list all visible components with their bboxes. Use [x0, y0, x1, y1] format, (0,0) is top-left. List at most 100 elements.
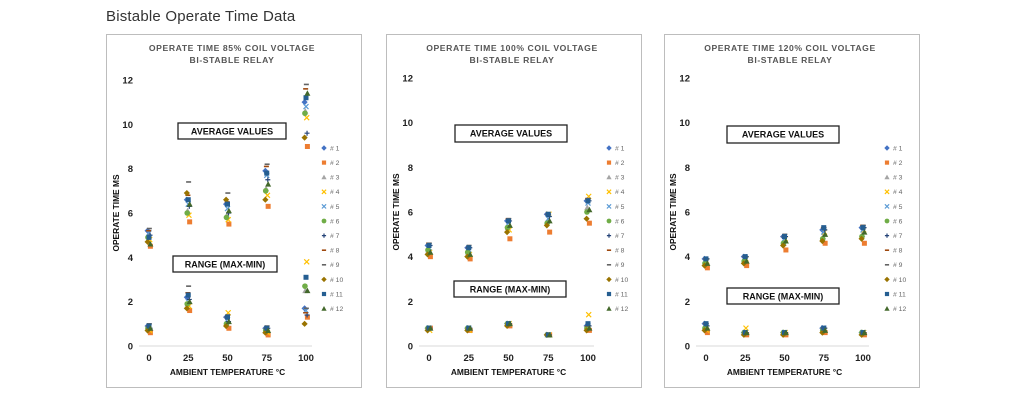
average-values-box	[454, 124, 568, 143]
data-point-range	[585, 321, 591, 327]
legend-label: # 5	[893, 204, 903, 211]
legend-label: # 2	[893, 160, 903, 167]
chart-title: OPERATE TIME 120% COIL VOLTAGE	[704, 43, 876, 53]
data-point-average	[264, 170, 270, 176]
data-point-average	[506, 222, 513, 228]
data-point-range	[743, 329, 750, 336]
data-point-average	[304, 144, 310, 149]
legend-marker	[606, 276, 612, 283]
legend-label: # 12	[330, 306, 343, 313]
x-tick-label: 0	[146, 353, 151, 364]
x-tick-label: 50	[779, 353, 790, 364]
x-tick-label: 100	[855, 353, 871, 364]
data-point-average	[265, 181, 272, 187]
legend-marker	[606, 203, 612, 209]
data-point-average	[304, 130, 310, 136]
data-point-range	[303, 258, 310, 265]
average-values-label: AVERAGE VALUES	[742, 130, 824, 140]
data-point-average	[744, 263, 750, 269]
x-tick-label: 75	[261, 353, 272, 364]
x-tick-label: 25	[740, 353, 751, 364]
data-point-range	[703, 321, 709, 327]
legend-label: # 9	[330, 262, 340, 269]
legend-label: # 11	[893, 291, 906, 298]
data-point-average	[186, 201, 193, 207]
y-tick-label: 10	[679, 118, 690, 129]
data-point-average	[547, 229, 553, 235]
data-point-range	[822, 327, 829, 333]
legend-marker	[884, 203, 890, 209]
data-point-average	[861, 240, 867, 246]
legend-marker	[606, 160, 612, 165]
x-tick-label: 75	[543, 353, 554, 364]
range-label: RANGE (MAX-MIN)	[470, 285, 551, 295]
x-tick-label: 25	[463, 353, 474, 364]
data-point-average	[585, 198, 591, 204]
data-point-range	[303, 274, 309, 280]
y-tick-label: 4	[128, 253, 134, 264]
y-tick-label: 2	[128, 297, 133, 308]
data-point-average	[223, 214, 230, 221]
legend-marker	[884, 276, 890, 283]
legend-label: # 8	[615, 248, 625, 255]
range-label: RANGE (MAX-MIN)	[743, 292, 824, 302]
data-point-average	[225, 201, 230, 207]
x-tick-label: 100	[298, 353, 314, 364]
data-point-range	[225, 314, 230, 320]
y-tick-label: 12	[402, 74, 413, 85]
data-point-range	[821, 325, 827, 331]
average-values-label: AVERAGE VALUES	[191, 127, 273, 137]
y-tick-label: 0	[408, 342, 413, 353]
data-point-range	[301, 320, 308, 327]
data-point-average	[466, 245, 472, 251]
average-values-box	[177, 122, 287, 140]
y-tick-label: 2	[408, 297, 413, 308]
data-point-average	[304, 90, 311, 96]
x-tick-label: 50	[503, 353, 514, 364]
legend-label: # 12	[893, 306, 906, 313]
legend-label: # 1	[330, 145, 340, 152]
legend-label: # 1	[615, 145, 625, 152]
data-point-range	[187, 308, 193, 314]
data-point-average	[303, 95, 309, 101]
data-point-range	[186, 298, 193, 305]
range-box	[453, 280, 567, 298]
data-point-range	[467, 325, 474, 331]
y-tick-label: 4	[685, 252, 691, 263]
data-point-average	[507, 236, 513, 242]
legend-marker	[321, 276, 327, 283]
y-tick-label: 2	[685, 297, 690, 308]
data-point-average	[303, 103, 309, 110]
legend-label: # 3	[893, 175, 903, 182]
x-axis-label: AMBIENT TEMPERATURE °C	[727, 367, 842, 377]
legend-marker	[321, 160, 327, 165]
legend-label: # 5	[330, 204, 340, 211]
legend-marker	[321, 174, 327, 180]
chart-subtitle: BI-STABLE RELAY	[470, 55, 555, 65]
data-point-average	[586, 206, 593, 213]
legend-marker	[884, 160, 890, 165]
legend-marker	[884, 145, 890, 151]
legend-label: # 9	[893, 262, 903, 269]
y-tick-label: 12	[679, 74, 690, 85]
legend-label: # 4	[893, 189, 903, 196]
data-point-average	[821, 225, 827, 231]
chart-subtitle: BI-STABLE RELAY	[748, 55, 833, 65]
data-point-average	[183, 189, 190, 197]
chart-subtitle: BI-STABLE RELAY	[190, 55, 275, 65]
x-axis-label: AMBIENT TEMPERATURE °C	[451, 367, 566, 377]
chart-85-svg: OPERATE TIME 85% COIL VOLTAGE BI-STABLE R…	[111, 43, 343, 377]
data-point-average	[743, 258, 750, 264]
data-point-average	[545, 211, 551, 217]
legend-label: # 2	[615, 160, 625, 167]
x-tick-label: 0	[703, 353, 708, 364]
y-tick-label: 0	[128, 342, 133, 353]
legend-marker	[321, 218, 327, 224]
y-tick-label: 8	[128, 164, 133, 175]
y-tick-label: 6	[685, 208, 690, 219]
data-point-range	[782, 329, 789, 336]
data-point-average	[146, 234, 152, 240]
range-label: RANGE (MAX-MIN)	[185, 260, 266, 270]
legend-label: # 12	[615, 306, 628, 313]
average-values-label: AVERAGE VALUES	[470, 129, 552, 139]
